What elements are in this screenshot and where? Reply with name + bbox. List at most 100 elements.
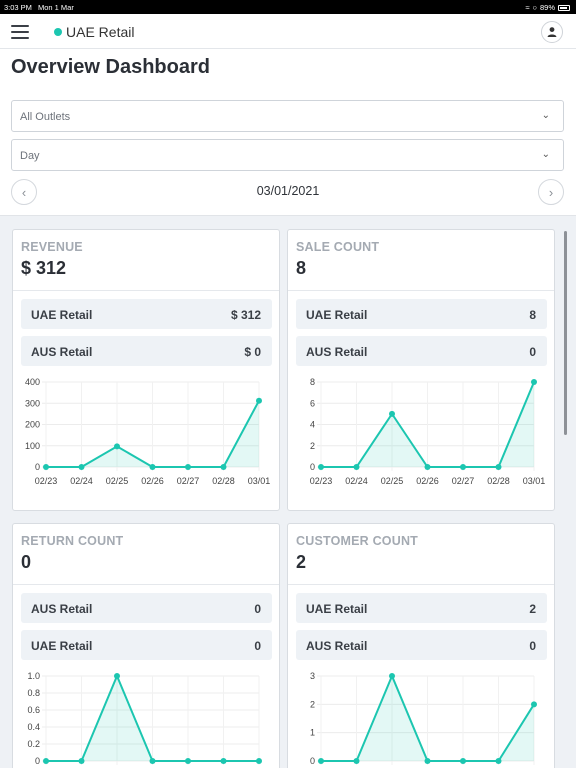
data-point <box>531 701 537 708</box>
status-time: 3:03 PM <box>4 3 32 12</box>
card-divider <box>288 290 554 291</box>
data-point <box>424 464 431 470</box>
x-tick-label: 02/24 <box>70 476 93 486</box>
y-tick-label: 300 <box>25 398 40 408</box>
sale-count-chart: 0 2 4 6 8 02/23 02/24 02/25 02/26 02/27 02/28 03/01 <box>310 377 546 486</box>
series-area <box>321 676 534 761</box>
outlet-select[interactable]: All Outlets ⌄ <box>11 100 564 132</box>
status-bar: 3:03 PM Mon 1 Mar ≈ ○ 89% <box>0 0 576 14</box>
wifi-icon: ≈ <box>525 3 530 12</box>
card-title: REVENUE <box>21 240 83 254</box>
revenue-chart: 0 100 200 300 400 02/23 02/24 02/25 02/26 02/27 02… <box>25 377 270 486</box>
outlet-row-label: AUS Retail <box>31 602 93 616</box>
hamburger-menu-icon[interactable] <box>11 25 29 39</box>
data-point <box>78 464 85 470</box>
y-tick-label: 0.8 <box>27 688 40 698</box>
store-name[interactable]: UAE Retail <box>66 24 135 40</box>
revenue-card: REVENUE $ 312 UAE Retail $ 312 AUS Retai… <box>12 229 280 511</box>
data-point <box>460 464 466 470</box>
data-point <box>256 397 262 404</box>
data-point <box>318 464 324 470</box>
y-tick-label: 100 <box>25 441 40 451</box>
outlet-row-label: UAE Retail <box>306 308 368 322</box>
period-select[interactable]: Day ⌄ <box>11 139 564 171</box>
x-tick-label: 02/25 <box>381 476 404 486</box>
data-point <box>43 464 49 470</box>
y-tick-label: 0 <box>310 756 315 766</box>
data-point <box>149 464 156 470</box>
x-tick-label: 02/25 <box>106 476 129 486</box>
data-point <box>220 758 227 764</box>
return-count-card: RETURN COUNT 0 AUS Retail 0 UAE Retail 0… <box>12 523 280 768</box>
next-date-button[interactable]: › <box>538 179 564 205</box>
card-total: $ 312 <box>21 258 67 278</box>
card-title: RETURN COUNT <box>21 534 124 548</box>
outlet-row-value: $ 0 <box>244 345 261 359</box>
outlet-row: UAE Retail 0 <box>21 630 272 660</box>
chevron-down-icon: ⌄ <box>541 149 550 160</box>
outlet-row-label: UAE Retail <box>31 308 93 322</box>
outlet-row: UAE Retail $ 312 <box>21 299 272 329</box>
card-title: CUSTOMER COUNT <box>296 534 419 548</box>
card-total: 2 <box>296 552 307 572</box>
selected-date: 03/01/2021 <box>256 184 320 198</box>
outlet-row-value: 0 <box>529 345 536 359</box>
period-select-value: Day <box>20 150 40 162</box>
y-tick-label: 0 <box>35 462 40 472</box>
card-total: 8 <box>296 258 307 278</box>
data-point <box>353 758 360 764</box>
data-point <box>460 758 466 764</box>
x-tick-label: 02/28 <box>487 476 510 486</box>
y-tick-label: 0 <box>310 462 315 472</box>
data-point <box>43 758 49 764</box>
y-tick-label: 6 <box>310 398 315 408</box>
data-point <box>114 443 120 450</box>
chevron-left-icon: ‹ <box>21 184 27 200</box>
outlet-row-label: AUS Retail <box>306 345 368 359</box>
data-point <box>220 464 227 470</box>
battery-icon <box>558 4 570 11</box>
x-tick-label: 02/24 <box>345 476 368 486</box>
outlet-row-value: 0 <box>254 639 261 653</box>
user-account-button[interactable] <box>541 21 563 43</box>
outlet-row-label: AUS Retail <box>31 345 93 359</box>
outlet-select-value: All Outlets <box>20 111 71 123</box>
y-tick-label: 4 <box>310 420 315 430</box>
outlet-row: AUS Retail 0 <box>21 593 272 623</box>
data-point <box>185 464 191 470</box>
outlet-row-label: UAE Retail <box>306 602 368 616</box>
y-tick-label: 2 <box>310 441 315 451</box>
outlet-row-label: AUS Retail <box>306 639 368 653</box>
status-indicators: ≈ ○ 89% <box>525 3 570 12</box>
scrollbar[interactable] <box>564 231 567 435</box>
data-point <box>185 758 191 764</box>
y-tick-label: 0.2 <box>27 739 40 749</box>
outlet-row-value: 0 <box>529 639 536 653</box>
x-tick-label: 02/23 <box>310 476 333 486</box>
data-point <box>424 758 431 764</box>
series-area <box>321 382 534 467</box>
orientation-lock-icon: ○ <box>532 3 537 12</box>
data-point <box>114 673 120 679</box>
x-tick-label: 02/26 <box>416 476 439 486</box>
x-tick-label: 02/26 <box>141 476 164 486</box>
user-icon <box>547 27 557 37</box>
previous-date-button[interactable]: ‹ <box>11 179 37 205</box>
y-tick-label: 0.6 <box>27 705 40 715</box>
data-point <box>495 758 502 764</box>
data-point <box>318 758 324 764</box>
chevron-right-icon: › <box>548 184 554 200</box>
data-point <box>495 464 502 470</box>
series-area <box>46 676 259 761</box>
data-point <box>78 758 85 764</box>
status-date: Mon 1 Mar <box>38 3 74 12</box>
x-tick-label: 02/27 <box>177 476 200 486</box>
data-point <box>256 758 262 764</box>
x-tick-label: 03/01 <box>523 476 546 486</box>
outlet-row: AUS Retail $ 0 <box>21 336 272 366</box>
x-tick-label: 02/28 <box>212 476 235 486</box>
y-tick-label: 200 <box>25 420 40 430</box>
page-title: Overview Dashboard <box>11 56 210 78</box>
y-tick-label: 1.0 <box>27 671 40 681</box>
